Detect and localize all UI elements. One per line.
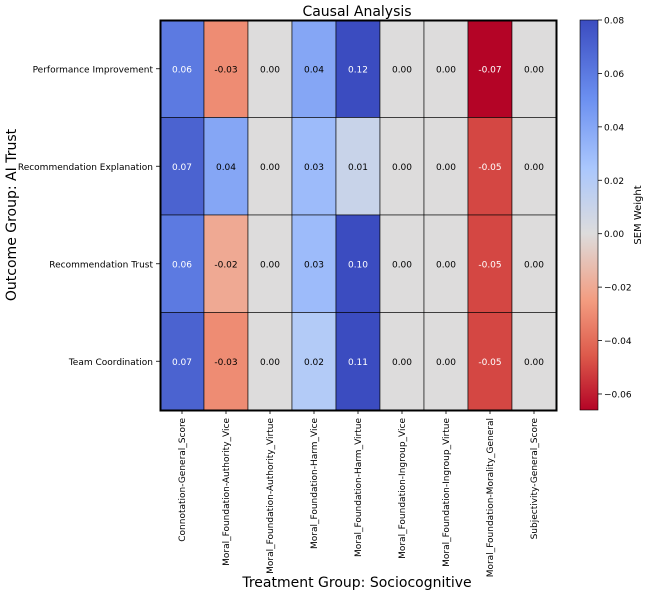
- cell-value-label: 0.00: [436, 163, 456, 173]
- heatmap-cell: [159, 214, 205, 313]
- heatmap-cell: [247, 214, 293, 313]
- cell-value-label: 0.03: [304, 163, 324, 173]
- heatmap-cell: [291, 214, 337, 313]
- cell-value-label: 0.00: [436, 260, 456, 270]
- heatmap-cell: [203, 214, 249, 313]
- heatmap-cell: [423, 214, 469, 313]
- cell-value-label: 0.00: [260, 260, 280, 270]
- y-tick-label: Team Coordination: [68, 358, 153, 368]
- heatmap-cell: [467, 312, 513, 411]
- cell-value-label: 0.00: [260, 65, 280, 75]
- x-tick-label: Connotation-General_Score: [178, 418, 188, 542]
- cell-value-label: 0.12: [348, 65, 368, 75]
- cell-value-label: 0.07: [172, 163, 192, 173]
- x-tick-label: Subjectivity-General_Score: [530, 418, 540, 540]
- y-tick-label: Recommendation Explanation: [18, 163, 153, 173]
- x-tick-label: Moral_Foundation-Harm_Virtue: [354, 418, 364, 557]
- cell-value-label: -0.02: [214, 260, 237, 270]
- cell-value-label: 0.04: [304, 65, 324, 75]
- colorbar-tick-label: 0.04: [604, 123, 624, 133]
- cell-value-label: -0.07: [478, 65, 501, 75]
- cell-value-label: 0.00: [392, 260, 412, 270]
- heatmap-cell: [511, 117, 557, 216]
- y-tick-label: Performance Improvement: [33, 65, 154, 75]
- y-axis-label: Outcome Group: AI Trust: [4, 128, 20, 301]
- heatmap-cell: [159, 117, 205, 216]
- cell-value-label: 0.00: [392, 65, 412, 75]
- colorbar-ticks: 0.08 0.06 0.04 0.02 0.00 −0.02 −0.04 −0.06: [598, 17, 632, 400]
- x-tick-label: Moral_Foundation-Authority_Vice: [222, 418, 232, 566]
- cell-value-label: 0.07: [172, 358, 192, 368]
- cell-value-label: 0.06: [172, 260, 192, 270]
- cell-value-label: 0.00: [436, 65, 456, 75]
- cell-value-label: 0.00: [524, 358, 544, 368]
- cell-value-label: 0.00: [392, 358, 412, 368]
- x-tick-label: Moral_Foundation-Ingroup_Vice: [398, 418, 408, 559]
- x-tick-label: Moral_Foundation-Morality_General: [486, 418, 496, 577]
- cell-value-label: 0.00: [524, 65, 544, 75]
- heatmap-cell: [335, 214, 381, 313]
- cell-value-label: 0.00: [260, 358, 280, 368]
- colorbar-tick-label: −0.02: [604, 284, 632, 294]
- cell-value-label: -0.03: [214, 358, 237, 368]
- cell-value-label: 0.00: [436, 358, 456, 368]
- heatmap-cell: [291, 117, 337, 216]
- heatmap-cell: [511, 214, 557, 313]
- colorbar-tick-label: 0.06: [604, 70, 624, 80]
- heatmap-cell: [291, 312, 337, 411]
- heatmap-cell: [159, 19, 205, 118]
- cell-value-label: -0.05: [478, 358, 501, 368]
- cell-value-label: 0.10: [348, 260, 368, 270]
- colorbar: 0.08 0.06 0.04 0.02 0.00 −0.02 −0.04 −0.06 SEM …: [579, 17, 644, 411]
- heatmap-cell: [379, 19, 425, 118]
- cell-value-label: 0.04: [216, 163, 236, 173]
- heatmap-cells: [159, 19, 557, 411]
- heatmap-cell: [423, 117, 469, 216]
- heatmap-cell: [159, 312, 205, 411]
- cell-value-label: 0.11: [348, 358, 368, 368]
- cell-value-label: 0.00: [524, 260, 544, 270]
- colorbar-tick-label: 0.02: [604, 177, 624, 187]
- heatmap-cell: [203, 19, 249, 118]
- heatmap-cell: [379, 117, 425, 216]
- colorbar-gradient: [579, 19, 599, 411]
- x-axis-label: Treatment Group: Sociocognitive: [241, 575, 471, 591]
- cell-value-label: 0.03: [304, 260, 324, 270]
- heatmap-cell: [291, 19, 337, 118]
- heatmap-cell: [335, 117, 381, 216]
- cell-value-label: 0.02: [304, 358, 324, 368]
- heatmap-frame: [159, 19, 558, 412]
- colorbar-label: SEM Weight: [633, 185, 644, 244]
- heatmap-cell: [511, 312, 557, 411]
- cell-value-label: -0.05: [478, 163, 501, 173]
- cell-value-label: 0.06: [172, 65, 192, 75]
- heatmap-cell: [203, 312, 249, 411]
- cell-value-label: -0.03: [214, 65, 237, 75]
- colorbar-tick-label: 0.08: [604, 17, 624, 27]
- x-tick-label: Moral_Foundation-Ingroup_Virtue: [442, 418, 452, 567]
- colorbar-tick-label: 0.00: [604, 230, 624, 240]
- cell-value-label: -0.05: [478, 260, 501, 270]
- x-axis-ticks: Connotation-General_Score Moral_Foundatio…: [178, 410, 540, 577]
- cell-value-label: 0.00: [524, 163, 544, 173]
- x-tick-label: Moral_Foundation-Authority_Virtue: [266, 418, 276, 574]
- cell-value-label: 0.01: [348, 163, 368, 173]
- heatmap-cell: [467, 117, 513, 216]
- cell-value-label: 0.00: [392, 163, 412, 173]
- heatmap-cell: [335, 19, 381, 118]
- colorbar-tick-label: −0.06: [604, 390, 632, 400]
- chart-title: Causal Analysis: [302, 4, 411, 20]
- y-tick-label: Recommendation Trust: [49, 260, 153, 270]
- x-tick-label: Moral_Foundation-Harm_Vice: [310, 418, 320, 549]
- colorbar-tick-label: −0.04: [604, 337, 632, 347]
- heatmap-cell: [247, 117, 293, 216]
- y-axis-ticks: Performance Improvement Recommendation Ex…: [18, 65, 160, 368]
- heatmap-cell: [467, 19, 513, 118]
- cell-value-label: 0.00: [260, 163, 280, 173]
- heatmap-cell-labels: 0.06 -0.03 0.00 0.04 0.12 0.00 0.00 -0.07 0.00 0.…: [172, 65, 544, 368]
